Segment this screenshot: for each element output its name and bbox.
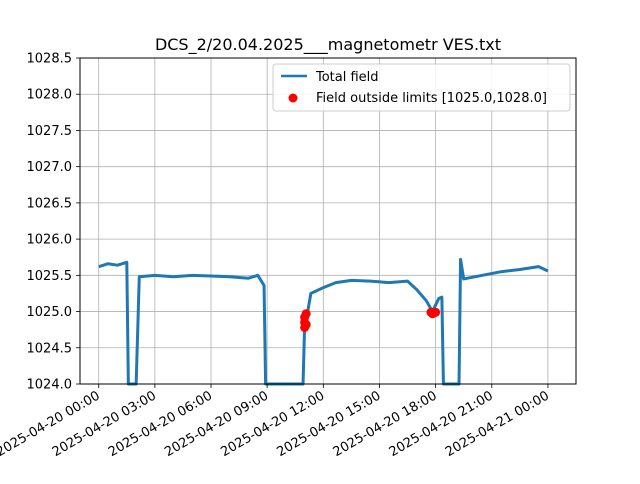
- outlier-point: [301, 309, 311, 319]
- y-tick-label: 1025.5: [27, 269, 73, 284]
- y-tick-label: 1026.5: [27, 196, 73, 211]
- x-tick-label: 2025-04-20 09:00: [162, 388, 271, 460]
- grid-layer: [80, 57, 576, 385]
- y-tick-label: 1028.0: [27, 88, 73, 103]
- y-tick-label: 1024.0: [27, 378, 73, 393]
- y-tick-label: 1026.0: [27, 233, 73, 248]
- legend-label-outliers: Field outside limits [1025.0,1028.0]: [316, 91, 547, 106]
- x-tick-label: 2025-04-20 15:00: [275, 388, 384, 460]
- y-tick-label: 1027.0: [27, 160, 73, 175]
- chart-title: DCS_2/20.04.2025___magnetometr VES.txt: [155, 35, 501, 55]
- outlier-layer: [300, 307, 441, 332]
- legend-label-total-field: Total field: [315, 70, 379, 85]
- x-tick-label: 2025-04-20 06:00: [106, 388, 215, 460]
- y-tick-label: 1025.0: [27, 305, 73, 320]
- y-tick-label: 1028.5: [27, 52, 73, 67]
- legend-marker-swatch: [288, 93, 298, 103]
- legend-box: [272, 63, 571, 112]
- series-line-total-field: [98, 257, 549, 386]
- outlier-point: [301, 320, 311, 330]
- y-axis: 1024.0 1024.5 1025.0 1025.5 1026.0 1026.5 1027…: [27, 52, 80, 393]
- x-tick-label: 2025-04-20 18:00: [331, 388, 440, 460]
- outlier-point: [431, 307, 441, 317]
- plot-frame: [79, 57, 577, 385]
- x-tick-label: 2025-04-20 03:00: [50, 388, 159, 460]
- x-tick-label: 2025-04-20 21:00: [387, 388, 496, 460]
- legend: Total field Field outside limits [1025.0…: [272, 63, 571, 112]
- y-tick-label: 1027.5: [27, 124, 73, 139]
- series-layer: [98, 257, 549, 386]
- x-tick-label: 2025-04-21 00:00: [443, 388, 552, 460]
- y-tick-label: 1024.5: [27, 341, 73, 356]
- x-tick-label: 2025-04-20 12:00: [218, 388, 327, 460]
